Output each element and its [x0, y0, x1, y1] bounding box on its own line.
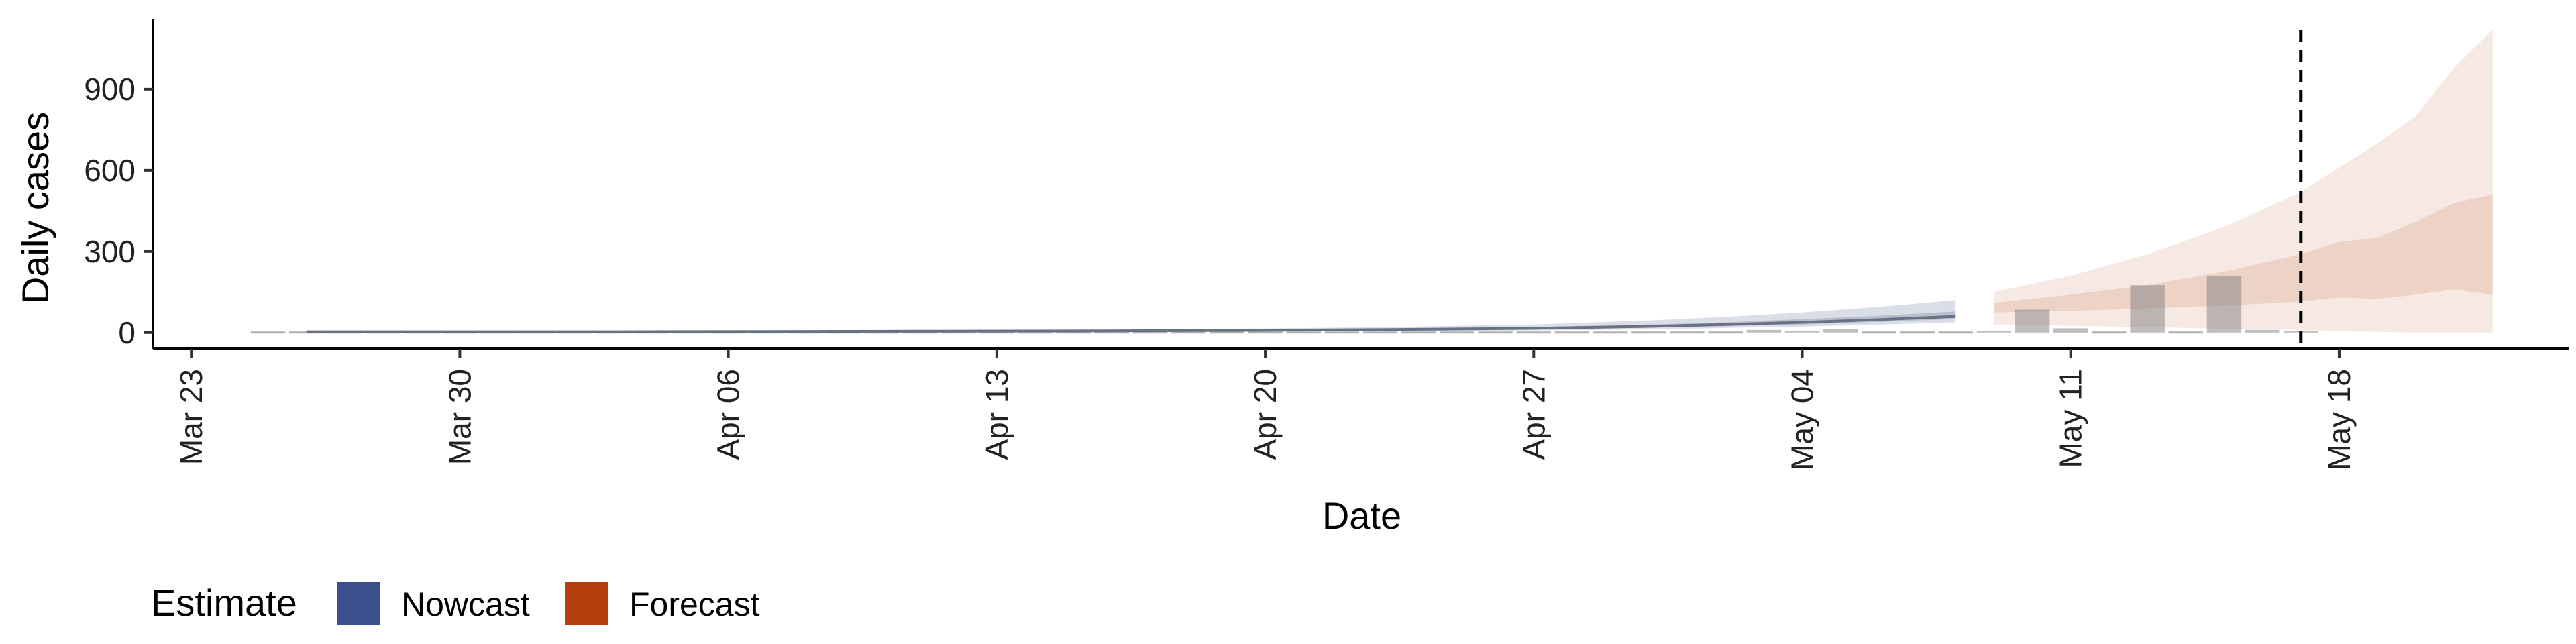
y-axis-title: Daily cases: [14, 112, 56, 304]
x-tick-label: Mar 30: [442, 369, 477, 465]
y-tick-label: 300: [84, 234, 136, 269]
y-axis-ticks: 0 300 600 900: [84, 72, 153, 350]
nowcast-median-line: [306, 315, 1956, 333]
y-tick-label: 0: [118, 315, 136, 350]
x-axis-title: Date: [1322, 494, 1401, 537]
legend-label-nowcast: Nowcast: [401, 586, 530, 623]
case-bar: [2015, 309, 2050, 333]
nowcast-band-90: [306, 300, 1956, 333]
y-tick-label: 900: [84, 72, 136, 107]
case-bar: [2053, 328, 2088, 333]
x-tick-label: Mar 23: [174, 369, 209, 465]
case-bar: [1823, 329, 1858, 333]
x-tick-label: May 11: [2053, 369, 2088, 468]
legend-swatch-nowcast: [337, 582, 380, 625]
nowcast-bands: [306, 300, 1956, 333]
y-tick-label: 600: [84, 153, 136, 188]
x-axis-ticks: Mar 23 Mar 30 Apr 06 Apr 13 Apr 20 Apr 27 May …: [174, 349, 2357, 470]
x-tick-label: Apr 20: [1248, 369, 1283, 460]
x-tick-label: May 04: [1785, 369, 1820, 470]
case-bar: [2130, 285, 2165, 333]
nowcast-median: [306, 315, 1956, 333]
x-tick-label: May 18: [2322, 369, 2357, 470]
case-bar: [1976, 331, 2012, 333]
case-bar: [1784, 331, 1820, 333]
forecast-bands: [1994, 30, 2493, 333]
x-tick-label: Apr 27: [1516, 369, 1551, 460]
x-tick-label: Apr 13: [979, 369, 1014, 460]
forecast-band-90: [1994, 30, 2493, 333]
legend: Estimate Nowcast Forecast: [151, 582, 760, 625]
case-bar: [2206, 276, 2242, 333]
legend-title: Estimate: [151, 582, 297, 624]
x-tick-label: Apr 06: [711, 369, 746, 460]
case-bar: [2245, 329, 2280, 333]
plot-area: [250, 30, 2493, 349]
legend-swatch-forecast: [565, 582, 608, 625]
axes: 0 300 600 900 Mar 23 Mar 30 Apr 06 Apr 13 Apr 2…: [14, 19, 2569, 537]
case-bar: [1746, 329, 1782, 333]
forecast-band-50: [1994, 195, 2493, 313]
legend-label-forecast: Forecast: [629, 586, 760, 623]
